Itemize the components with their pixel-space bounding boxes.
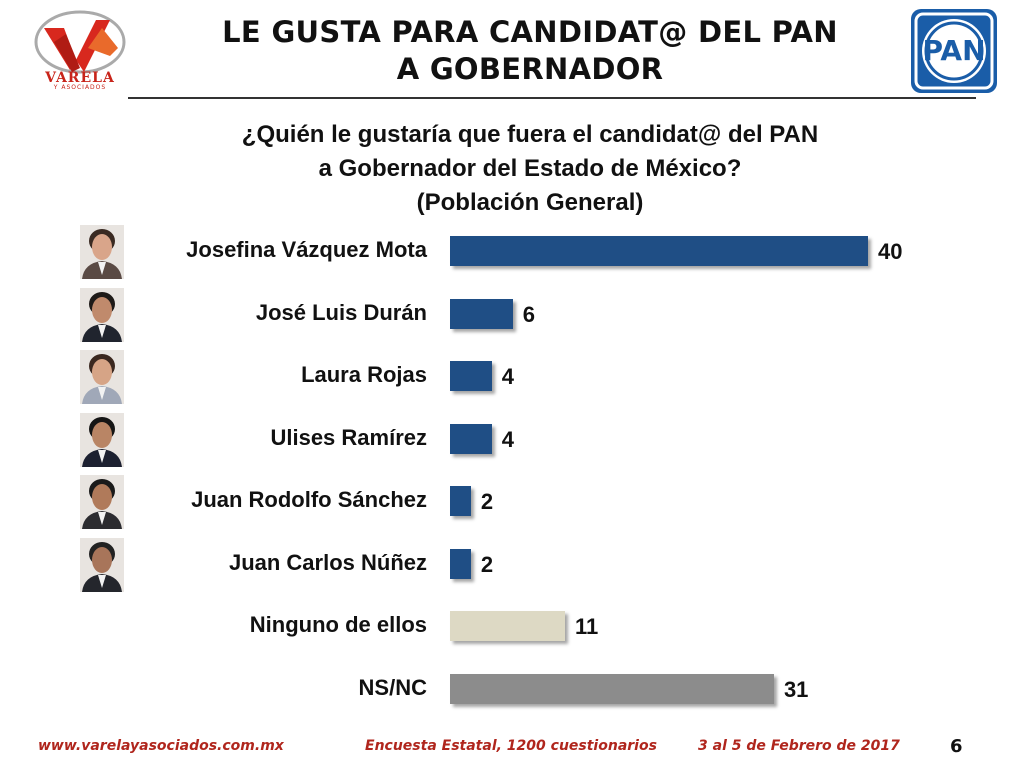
footer-website[interactable]: www.varelayasociados.com.mx: [38, 738, 284, 754]
value-label-juan-rodolfo-sanchez: 2: [480, 489, 494, 514]
question-line-2: a Gobernador del Estado de México?: [318, 155, 742, 182]
category-label-laura-rojas: Laura Rojas: [301, 362, 427, 387]
varela-logo-subtext: Y ASOCIADOS: [53, 84, 107, 91]
category-label-juan-rodolfo-sanchez: Juan Rodolfo Sánchez: [191, 487, 427, 512]
value-label-ns-nc: 31: [783, 676, 809, 702]
chart-question: ¿Quién le gustaría que fuera el candidat…: [150, 118, 910, 220]
bar-ns-nc: [450, 673, 774, 704]
value-label-jose-luis-duran: 6: [522, 301, 535, 327]
category-label-juan-carlos-nunez: Juan Carlos Núñez: [228, 549, 427, 575]
bar-ninguno-de-ellos: [450, 611, 565, 641]
value-label-josefina-vazquez-mota: 40: [878, 239, 903, 264]
candidate-photo-laura-rojas: [80, 350, 124, 404]
candidate-photo-jose-luis-duran: [80, 287, 124, 342]
value-label-ulises-ramirez: 4: [501, 426, 515, 452]
bar-juan-rodolfo-sanchez: [450, 486, 471, 516]
question-line-3: (Población General): [416, 189, 644, 216]
pan-logo-text: PAN: [922, 34, 986, 67]
varela-logo-text: VARELA: [45, 70, 115, 86]
candidate-photo-ulises-ramirez: [80, 412, 124, 467]
value-label-laura-rojas: 4: [501, 364, 515, 389]
footer-survey: Encuesta Estatal, 1200 cuestionarios: [365, 738, 657, 754]
question-line-1: ¿Quién le gustaría que fuera el candidat…: [241, 121, 819, 148]
title-line-2: A GOBERNADOR: [396, 52, 664, 86]
varela-logo-icon: [34, 10, 126, 74]
page-number: 6: [950, 736, 963, 757]
category-label-ulises-ramirez: Ulises Ramírez: [270, 424, 427, 450]
category-label-ns-nc: NS/NC: [358, 674, 427, 700]
page-title: LE GUSTA PARA CANDIDAT@ DEL PAN A GOBERN…: [150, 14, 910, 88]
footer-date: 3 al 5 de Febrero de 2017: [698, 738, 900, 754]
category-label-ninguno-de-ellos: Ninguno de ellos: [249, 612, 427, 637]
bar-josefina-vazquez-mota: [450, 236, 868, 266]
header-divider: [128, 97, 976, 99]
bar-jose-luis-duran: [450, 298, 513, 329]
value-label-juan-carlos-nunez: 2: [480, 551, 494, 577]
candidate-photo-josefina-vazquez-mota: [80, 225, 124, 279]
pan-logo: PAN: [910, 8, 998, 94]
category-label-jose-luis-duran: José Luis Durán: [255, 299, 427, 325]
candidate-photo-juan-carlos-nunez: [80, 537, 124, 592]
varela-logo: VARELA Y ASOCIADOS: [30, 8, 130, 91]
bar-juan-carlos-nunez: [450, 548, 471, 579]
pan-logo-icon: [911, 9, 997, 93]
title-line-1: LE GUSTA PARA CANDIDAT@ DEL PAN: [222, 15, 838, 49]
value-label-ninguno-de-ellos: 11: [574, 614, 599, 639]
category-label-josefina-vazquez-mota: Josefina Vázquez Mota: [186, 237, 427, 262]
bar-ulises-ramirez: [450, 423, 492, 454]
candidate-photo-juan-rodolfo-sanchez: [80, 475, 124, 529]
bar-laura-rojas: [450, 361, 492, 391]
